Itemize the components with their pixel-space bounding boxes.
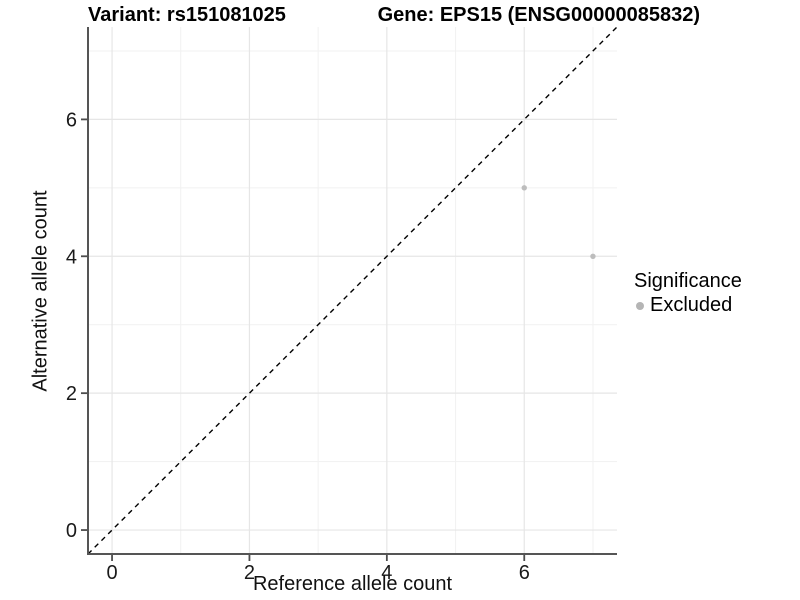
y-axis-title: Alternative allele count (29, 190, 52, 392)
variant-title: Variant: rs151081025 (88, 4, 286, 26)
identity-dashed-line (87, 26, 618, 555)
data-point (590, 253, 596, 259)
legend: Significance Excluded (634, 269, 742, 317)
legend-title: Significance (634, 270, 742, 292)
y-tick-label: 2 (66, 383, 77, 405)
x-tick-label: 2 (244, 562, 255, 584)
x-tick-label: 0 (106, 562, 117, 584)
x-tick-label: 4 (381, 562, 392, 584)
x-tick-label: 6 (519, 562, 530, 584)
y-tick-label: 0 (66, 520, 77, 542)
data-point (521, 185, 527, 191)
y-tick-label: 6 (66, 109, 77, 131)
dot-icon (636, 301, 644, 310)
legend-item-label: Excluded (650, 294, 733, 316)
legend-item-excluded: Excluded (634, 294, 742, 317)
x-axis-title: Reference allele count (252, 573, 452, 595)
y-tick-label: 4 (66, 246, 77, 268)
gene-title: Gene: EPS15 (ENSG00000085832) (377, 4, 700, 26)
